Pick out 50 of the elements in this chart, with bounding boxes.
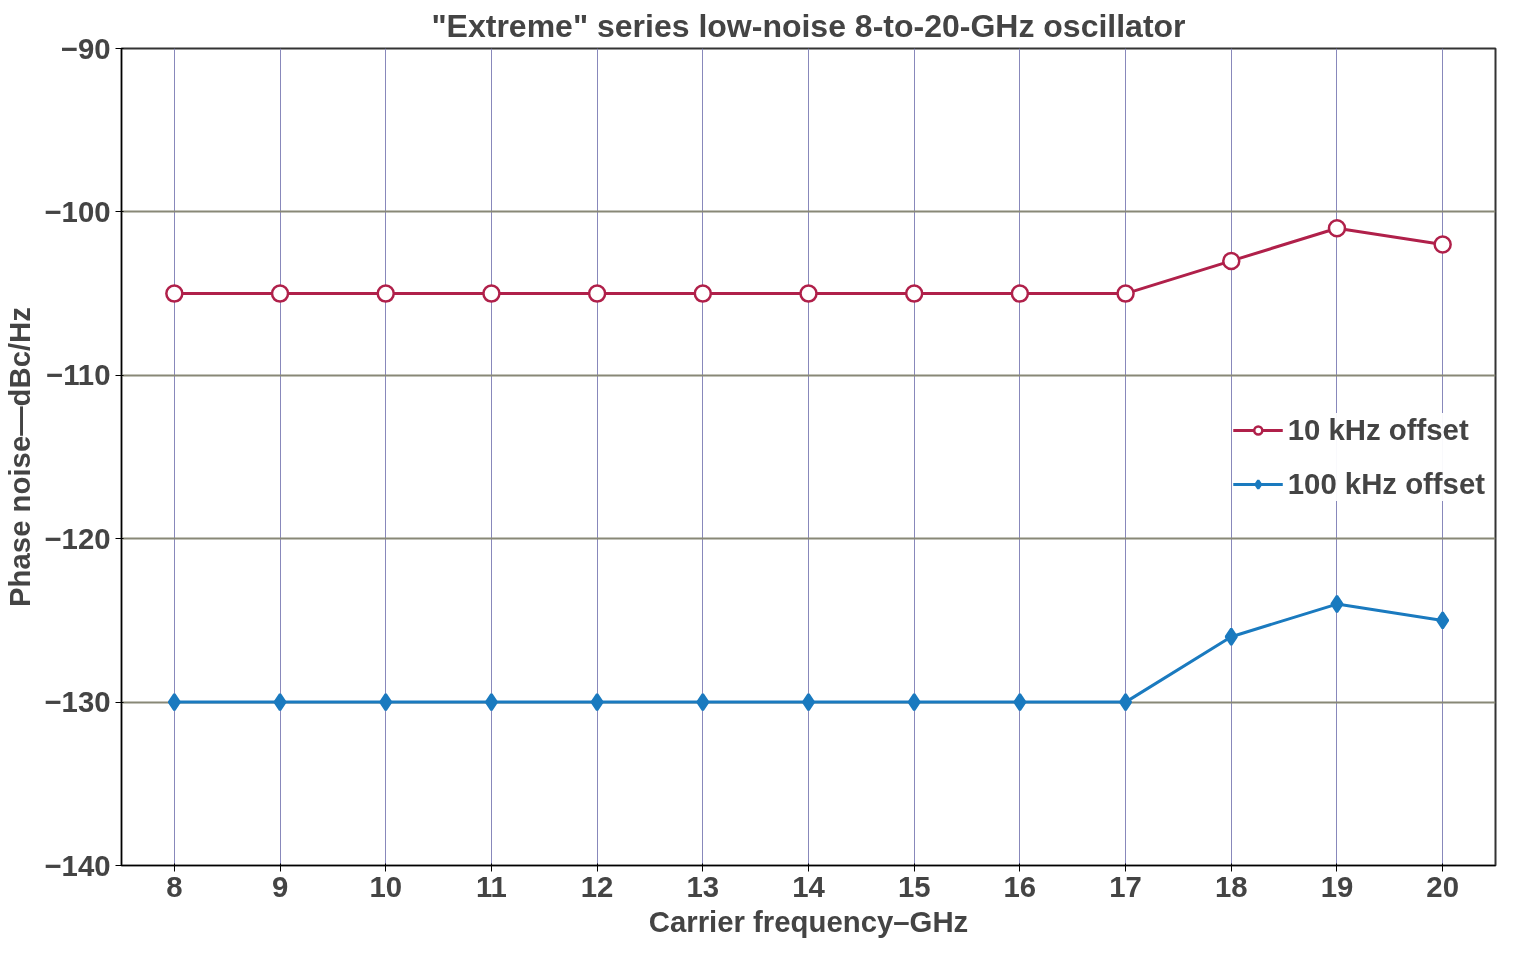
legend-label: 100 kHz offset [1287, 466, 1485, 501]
y-tick-label: −110 [46, 358, 111, 392]
point [1118, 692, 1133, 712]
point [379, 692, 393, 712]
x-tick-label: 11 [475, 869, 507, 903]
legend-label: 10 kHz offset [1287, 412, 1469, 447]
point [482, 284, 501, 303]
x-tick-label: 14 [792, 869, 826, 903]
x-tick-label: 18 [1214, 869, 1248, 903]
point [1330, 594, 1344, 614]
point [696, 692, 710, 712]
y-tick-label: −130 [44, 685, 111, 719]
y-tick-label: −140 [44, 848, 111, 882]
point [1436, 611, 1450, 630]
point [1010, 284, 1030, 303]
x-tick-label: 9 [271, 869, 289, 903]
x-tick-label: 16 [1003, 869, 1037, 903]
x-tick-label: 12 [580, 869, 614, 903]
x-tick-label: 17 [1109, 869, 1142, 903]
point [1327, 219, 1347, 238]
x-axis-title: Carrier frequency–GHz [648, 904, 969, 938]
x-tick-label: 13 [686, 869, 720, 903]
x-tick-label: 19 [1320, 869, 1354, 903]
point [693, 284, 713, 303]
x-tick-label: 20 [1426, 869, 1459, 903]
chart-title: "Extreme" series low-noise 8-to-20-GHz oscillator [431, 7, 1186, 44]
y-tick-label: −100 [44, 194, 111, 228]
x-tick-label: 10 [369, 869, 403, 903]
point [1224, 627, 1238, 646]
point [587, 284, 607, 303]
point [273, 692, 287, 712]
point [1116, 284, 1135, 303]
x-tick-label: 8 [166, 869, 183, 903]
point [904, 284, 924, 303]
point [484, 692, 499, 712]
x-tick-label: 15 [897, 869, 931, 903]
y-axis-title: Phase noise—dBc/Hz [3, 307, 37, 607]
point [1013, 692, 1027, 712]
point [801, 692, 816, 712]
y-tick-label: −90 [60, 31, 111, 65]
point [270, 284, 290, 303]
point [167, 692, 181, 712]
point [165, 284, 184, 303]
y-tick-label: −120 [44, 521, 111, 555]
point [376, 284, 395, 303]
point [1222, 251, 1241, 271]
point [590, 692, 604, 712]
point [907, 692, 921, 712]
point [1433, 235, 1452, 254]
point [799, 284, 818, 303]
